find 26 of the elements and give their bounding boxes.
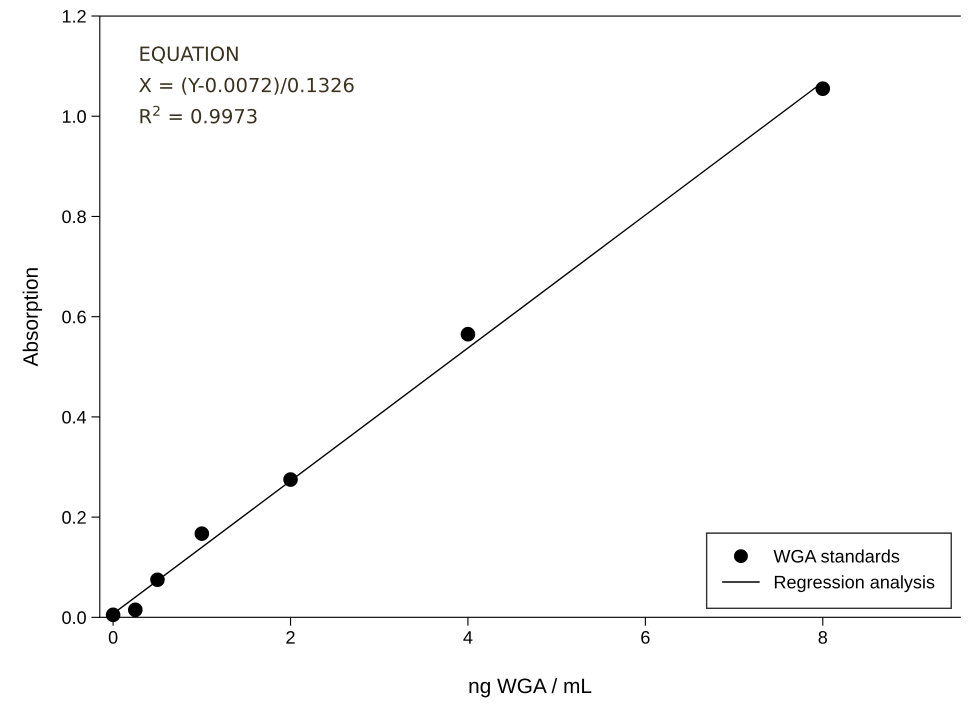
x-tick-label: 8 <box>818 631 828 644</box>
x-tick-label: 4 <box>463 631 472 644</box>
y-axis-title: Absorption <box>22 268 42 366</box>
point <box>283 472 298 487</box>
x-tick-label: 6 <box>641 631 650 644</box>
y-tick-label: 0.6 <box>62 310 86 324</box>
point <box>194 526 210 541</box>
y-tick-label: 0.2 <box>62 511 86 524</box>
point <box>460 326 476 342</box>
point <box>106 608 120 622</box>
legend-label: WGA standards <box>774 549 900 563</box>
point <box>128 602 143 618</box>
y-tick-label: 1.0 <box>62 110 86 123</box>
point <box>150 572 165 588</box>
x-tick-label: 0 <box>108 631 118 644</box>
annotation: EQUATION <box>140 46 238 64</box>
annotation: R$^{2}$ = 0.9973 <box>140 106 257 124</box>
y-tick-label: 0.8 <box>62 210 86 224</box>
y-tick-label: 1.2 <box>62 10 86 23</box>
y-tick-label: 0.0 <box>62 611 86 624</box>
y-tick-label: 0.4 <box>62 410 86 424</box>
annotation: X = (Y-0.0072)/0.1326 <box>139 77 354 95</box>
x-tick-label: 2 <box>286 631 295 644</box>
point <box>815 81 830 96</box>
x-axis-title: ng WGA / mL <box>469 678 592 698</box>
legend-label: Regression analysis <box>774 575 934 592</box>
